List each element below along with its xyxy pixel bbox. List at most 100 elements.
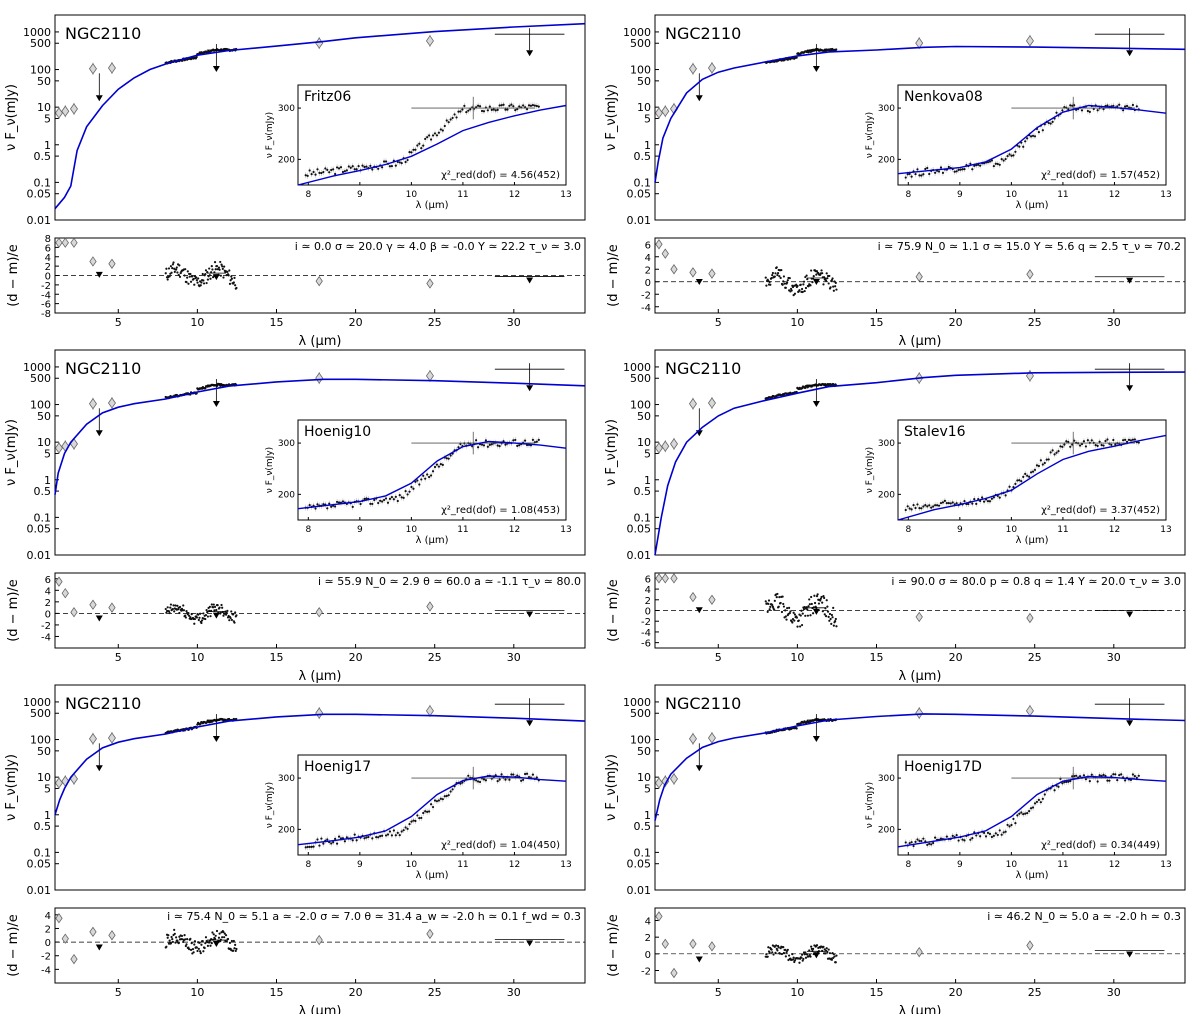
residual-spectrum-point (226, 270, 229, 273)
inset-spectrum-point (353, 168, 356, 171)
inset-spectrum-point (512, 439, 515, 442)
inset-spectrum-point (312, 170, 315, 174)
residual-y-tick-label: 6 (45, 575, 51, 586)
residual-spectrum-point (809, 284, 812, 287)
inset-spectrum-point (304, 174, 307, 177)
inset-spectrum-point (504, 778, 507, 781)
inset-spectrum-point (904, 508, 907, 512)
x-axis-label: λ (μm) (899, 1004, 942, 1014)
inset-spectrum-point (1123, 779, 1127, 782)
inset-spectrum-point (986, 500, 990, 503)
residual-y-tick-label: 2 (645, 596, 651, 607)
upper-limit-arrow (212, 736, 220, 743)
residual-spectrum-point (771, 271, 774, 275)
inset-x-tick-label: 11 (1057, 190, 1068, 200)
inset-spectrum-point (343, 170, 346, 173)
inset-spectrum-point (910, 841, 913, 844)
inset-x-tick-label: 12 (509, 525, 520, 535)
inset-spectrum-point (1057, 450, 1060, 453)
residual-spectrum-point (802, 608, 806, 611)
residual-spectrum-point (184, 614, 187, 617)
residual-spectrum-point (788, 276, 791, 280)
inset-spectrum-point (1122, 439, 1125, 442)
inset-spectrum-point (308, 504, 311, 507)
inset-spectrum-point (334, 172, 337, 176)
inset-spectrum-point (498, 104, 501, 107)
sed-y-tick-label: 100 (30, 399, 51, 412)
inset-spectrum-point (377, 167, 380, 170)
residual-spectrum-point (828, 274, 831, 278)
inset-spectrum-point (928, 842, 931, 845)
inset-spectrum-point (920, 174, 923, 177)
inset: 8 9 10 11 12 13 200 300 λ (μm) ν F_ν(mJy) Fritz06 χ… (265, 84, 572, 211)
residual-spectrum-point (769, 283, 772, 286)
inset-x-tick-label: 10 (406, 525, 418, 535)
inset-model-curve (297, 104, 567, 186)
inset-spectrum-point (388, 497, 392, 500)
residual-spectrum-point (815, 944, 819, 947)
inset-spectrum-point (1014, 482, 1017, 485)
residual-spectrum-point (184, 938, 187, 941)
residual-spectrum-point (228, 941, 232, 944)
residual-spectrum-point (782, 946, 785, 949)
x-tick-label: 5 (115, 651, 122, 664)
inset-spectrum-point (445, 119, 448, 122)
residual-spectrum-point (165, 611, 168, 614)
inset-spectrum-point (1004, 494, 1007, 497)
residual-limit-arrow (95, 615, 103, 622)
photometry-point (69, 103, 78, 115)
inset-spectrum-point (1110, 443, 1113, 447)
sed-y-tick-label: 1000 (623, 696, 651, 709)
inset-spectrum-point (447, 121, 450, 124)
inset-spectrum-point (1006, 823, 1009, 827)
residual-spectrum-point (779, 601, 782, 605)
residual-spectrum-point (809, 614, 812, 617)
inset-spectrum-point (926, 166, 929, 170)
x-tick-label: 25 (428, 651, 442, 664)
fit-parameters: i ≃ 90.0 σ ≃ 80.0 p ≃ 0.8 q ≃ 1.4 Y ≃ 20… (891, 575, 1181, 588)
inset-spectrum-point (506, 108, 509, 111)
residual-spectrum-point (230, 277, 234, 280)
inset-spectrum-point (316, 503, 319, 506)
x-tick-label: 10 (790, 651, 804, 664)
inset-spectrum-point (343, 840, 346, 843)
inset-x-tick-label: 8 (905, 190, 911, 200)
residual-limit-arrow (695, 279, 703, 285)
inset-spectrum-point (939, 501, 943, 505)
inset-spectrum-point (969, 162, 972, 165)
residual-frame (54, 907, 586, 984)
inset-spectrum-point (1106, 104, 1109, 107)
inset-spectrum-point (1116, 105, 1119, 108)
inset-spectrum-point (461, 781, 464, 784)
residual-spectrum-point (830, 613, 834, 617)
residual-spectrum-point (204, 613, 208, 617)
residual-spectrum-point (166, 606, 169, 609)
inset-spectrum-point (381, 500, 384, 503)
inset-spectrum-point (941, 501, 945, 504)
upper-limit-arrow (812, 66, 820, 73)
inset-spectrum-point (1004, 830, 1007, 833)
inset-spectrum-point (1096, 444, 1099, 447)
inset-spectrum-point (930, 843, 933, 846)
inset-spectrum-point (416, 814, 419, 817)
inset-spectrum-point (476, 104, 480, 107)
inset-spectrum-point (449, 118, 452, 121)
inset-x-tick-label: 11 (1057, 525, 1068, 535)
inset-x-tick-label: 9 (957, 860, 963, 870)
residual-spectrum-point (782, 602, 785, 606)
photometry-point (315, 37, 324, 49)
residual-photometry-point (55, 237, 63, 248)
residual-limit-arrow (526, 277, 534, 284)
photometry-point (661, 105, 670, 117)
residual-spectrum-point (768, 951, 771, 954)
inset-spectrum-point (910, 508, 913, 511)
residual-photometry-point (915, 271, 923, 282)
residual-spectrum-point (171, 263, 174, 266)
inset-spectrum-point (445, 794, 448, 798)
residual-spectrum-point (222, 930, 225, 934)
residual-spectrum-point (767, 946, 770, 949)
photometry-point (707, 397, 716, 409)
x-tick-label: 25 (428, 986, 442, 999)
inset-spectrum-point (445, 457, 448, 460)
inset-spectrum-point (367, 835, 370, 839)
